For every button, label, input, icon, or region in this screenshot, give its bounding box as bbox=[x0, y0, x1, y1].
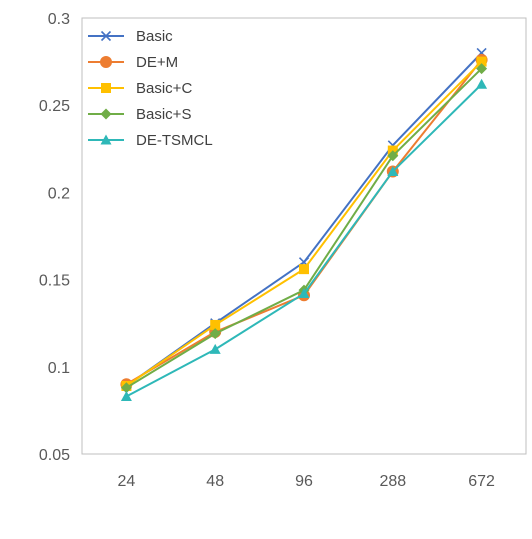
data-point bbox=[476, 78, 488, 89]
series-group bbox=[120, 47, 488, 401]
data-point bbox=[298, 288, 310, 299]
y-tick-label: 0.05 bbox=[39, 447, 70, 464]
x-tick-label: 288 bbox=[379, 473, 406, 490]
x-tick-label: 96 bbox=[295, 473, 313, 490]
legend-item: Basic+S bbox=[88, 106, 191, 123]
y-tick-label: 0.3 bbox=[48, 11, 70, 28]
plot-border bbox=[81, 17, 527, 455]
legend-label: Basic bbox=[136, 28, 173, 45]
legend-label: Basic+S bbox=[136, 106, 191, 123]
series-line bbox=[125, 52, 483, 387]
data-point bbox=[476, 63, 488, 75]
legend-item: Basic bbox=[88, 28, 173, 45]
x-tick-label: 672 bbox=[468, 473, 495, 490]
y-tick-label: 0.25 bbox=[39, 98, 70, 115]
legend: Basic DE+M Basic+C Basic+S DE-TSMCL bbox=[88, 28, 213, 149]
x-axis-ticks: 24 48 96 288 672 bbox=[118, 473, 496, 490]
series-basic bbox=[121, 47, 487, 392]
data-point bbox=[209, 343, 221, 354]
x-tick-label: 24 bbox=[118, 473, 136, 490]
legend-label: Basic+C bbox=[136, 80, 192, 97]
series-de-tsmcl bbox=[120, 78, 488, 401]
legend-item: DE+M bbox=[88, 54, 178, 71]
legend-marker bbox=[100, 56, 112, 68]
data-point bbox=[210, 319, 221, 330]
y-tick-label: 0.2 bbox=[48, 185, 70, 202]
legend-label: DE-TSMCL bbox=[136, 132, 213, 149]
legend-label: DE+M bbox=[136, 54, 178, 71]
legend-marker bbox=[100, 134, 112, 145]
legend-marker bbox=[100, 30, 112, 42]
data-point bbox=[120, 390, 132, 401]
data-point bbox=[209, 328, 221, 340]
legend-marker bbox=[101, 83, 111, 93]
data-point bbox=[299, 264, 309, 275]
x-tick-label: 48 bbox=[206, 473, 224, 490]
data-point bbox=[476, 56, 487, 67]
plot-frame bbox=[81, 17, 527, 455]
legend-marker bbox=[100, 108, 112, 120]
y-tick-label: 0.15 bbox=[39, 273, 70, 290]
data-point bbox=[387, 165, 399, 176]
legend-item: Basic+C bbox=[88, 80, 192, 97]
data-point bbox=[120, 382, 132, 394]
y-tick-label: 0.1 bbox=[48, 360, 70, 377]
y-axis-ticks: 0.05 0.1 0.15 0.2 0.25 0.3 bbox=[39, 11, 70, 464]
legend-item: DE-TSMCL bbox=[88, 132, 213, 149]
data-point bbox=[387, 150, 399, 162]
